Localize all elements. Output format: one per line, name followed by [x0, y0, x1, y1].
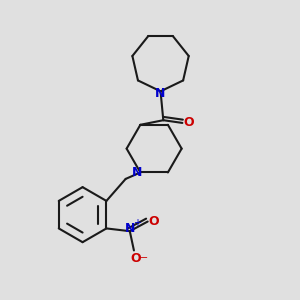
- Text: N: N: [155, 87, 166, 100]
- Text: O: O: [130, 252, 141, 265]
- Text: +: +: [133, 218, 141, 228]
- Text: −: −: [140, 253, 148, 263]
- Text: O: O: [183, 116, 194, 129]
- Text: N: N: [124, 223, 135, 236]
- Text: O: O: [148, 215, 159, 228]
- Text: N: N: [132, 166, 142, 179]
